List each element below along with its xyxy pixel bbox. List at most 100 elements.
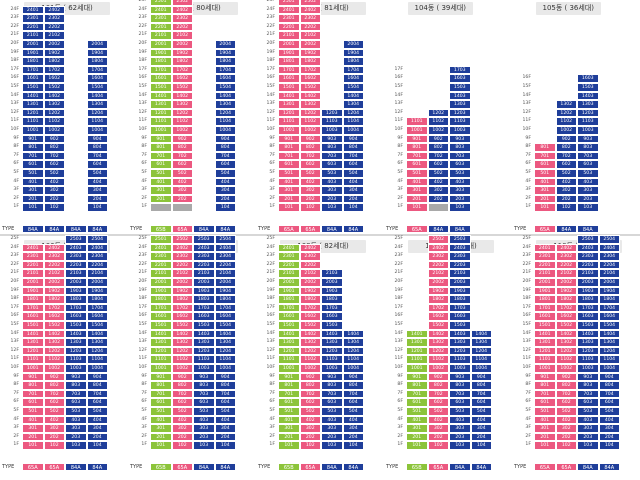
unit-cell[interactable]: 2201 [22,260,44,270]
unit-cell[interactable]: 1301 [22,338,44,347]
unit-cell[interactable]: 1601 [534,312,556,321]
unit-cell[interactable]: 501 [22,169,44,178]
unit-cell[interactable]: 1501 [278,83,300,92]
unit-cell[interactable]: 1901 [278,48,300,58]
unit-cell[interactable]: 2401 [278,243,300,253]
unit-cell[interactable]: 1902 [43,286,65,296]
unit-cell[interactable]: 1104 [86,117,108,126]
unit-cell[interactable]: 1103 [321,117,343,126]
unit-cell[interactable]: 1202 [43,346,65,356]
unit-cell[interactable]: 504 [470,407,492,416]
unit-cell[interactable]: 1704 [598,303,620,313]
unit-cell[interactable]: 1304 [342,338,364,347]
unit-cell[interactable]: 1001 [406,364,428,373]
unit-cell[interactable]: 1403 [65,329,87,339]
unit-cell[interactable]: 2101 [534,269,556,278]
unit-cell[interactable]: 403 [449,177,471,187]
unit-cell[interactable]: 2002 [171,278,193,287]
unit-cell[interactable]: 2002 [43,278,65,287]
unit-cell[interactable]: 204 [86,194,108,204]
unit-cell[interactable]: 2304 [598,252,620,261]
unit-cell[interactable]: 2002 [43,40,65,49]
unit-cell[interactable]: 804 [214,143,236,152]
unit-cell[interactable]: 2202 [171,260,193,270]
unit-cell[interactable]: 2303 [193,252,215,261]
unit-cell[interactable]: 1101 [278,117,300,126]
unit-cell[interactable]: 701 [534,389,556,399]
unit-cell[interactable]: 801 [534,143,556,152]
unit-cell[interactable]: 801 [534,381,556,390]
unit-cell[interactable]: 703 [449,151,471,161]
unit-cell[interactable]: 1501 [150,321,172,330]
unit-cell[interactable]: 1103 [577,117,599,126]
unit-cell[interactable]: 1602 [299,74,321,83]
unit-cell[interactable]: 2403 [193,243,215,253]
unit-cell[interactable]: 104 [214,203,236,212]
unit-cell[interactable]: 2402 [427,243,449,253]
unit-cell[interactable]: 702 [43,151,65,161]
unit-cell[interactable]: 1602 [171,312,193,321]
unit-cell[interactable]: 2404 [214,243,236,253]
unit-cell[interactable]: 2301 [22,252,44,261]
unit-cell[interactable]: 2101 [22,269,44,278]
unit-cell[interactable]: 702 [171,151,193,161]
unit-cell[interactable]: 303 [449,424,471,433]
unit-cell[interactable]: 1001 [278,126,300,135]
unit-cell[interactable]: 204 [214,194,236,204]
unit-cell[interactable]: 1102 [171,117,193,126]
unit-cell[interactable]: 1202 [171,108,193,118]
unit-cell[interactable]: 101 [22,441,44,450]
unit-cell[interactable]: 1802 [299,295,321,304]
unit-cell[interactable]: 1502 [43,321,65,330]
unit-cell[interactable]: 1402 [171,329,193,339]
unit-cell[interactable]: 303 [65,424,87,433]
unit-cell[interactable]: 2102 [427,269,449,278]
unit-cell[interactable]: 602 [171,160,193,169]
unit-cell[interactable]: 902 [299,134,321,144]
unit-cell[interactable]: 304 [342,186,364,195]
unit-cell[interactable]: 1803 [321,295,343,304]
unit-cell[interactable]: 203 [193,432,215,442]
unit-cell[interactable]: 402 [427,177,449,187]
unit-cell[interactable]: 904 [86,372,108,382]
unit-cell[interactable]: 2402 [171,5,193,15]
unit-cell[interactable]: 1801 [534,295,556,304]
unit-cell[interactable]: 1704 [86,303,108,313]
unit-cell[interactable]: 1701 [22,65,44,75]
unit-cell[interactable]: 801 [406,381,428,390]
unit-cell[interactable]: 303 [321,424,343,433]
unit-cell[interactable]: 1004 [470,364,492,373]
unit-cell[interactable]: 901 [278,372,300,382]
unit-cell[interactable]: 1703 [65,303,87,313]
unit-cell[interactable]: 803 [193,381,215,390]
unit-cell[interactable]: 1402 [299,329,321,339]
unit-cell[interactable]: 602 [171,398,193,407]
unit-cell[interactable]: 702 [299,389,321,399]
unit-cell[interactable]: 2504 [214,235,236,244]
unit-cell[interactable]: 404 [86,177,108,187]
unit-cell[interactable]: 1104 [342,355,364,364]
unit-cell[interactable]: 1301 [278,338,300,347]
unit-cell[interactable]: 103 [193,441,215,450]
unit-cell[interactable]: 602 [299,398,321,407]
unit-cell[interactable]: 2401 [22,5,44,15]
unit-cell[interactable]: 2003 [577,278,599,287]
unit-cell[interactable]: 2101 [22,31,44,40]
unit-cell[interactable]: 803 [577,143,599,152]
unit-cell[interactable]: 603 [577,160,599,169]
unit-cell[interactable]: 103 [449,441,471,450]
unit-cell[interactable]: 1503 [321,321,343,330]
unit-cell[interactable]: 1002 [427,126,449,135]
unit-cell[interactable]: 304 [470,424,492,433]
unit-cell[interactable]: 404 [470,415,492,425]
unit-cell[interactable]: 301 [150,186,172,195]
unit-cell[interactable]: 902 [427,372,449,382]
unit-cell[interactable]: 2203 [193,260,215,270]
unit-cell[interactable]: 603 [321,398,343,407]
unit-cell[interactable]: 2402 [43,5,65,15]
unit-cell[interactable]: 703 [577,151,599,161]
unit-cell[interactable]: 1001 [278,364,300,373]
unit-cell[interactable]: 2302 [555,252,577,261]
unit-cell[interactable]: 203 [65,432,87,442]
unit-cell[interactable]: 2202 [299,260,321,270]
